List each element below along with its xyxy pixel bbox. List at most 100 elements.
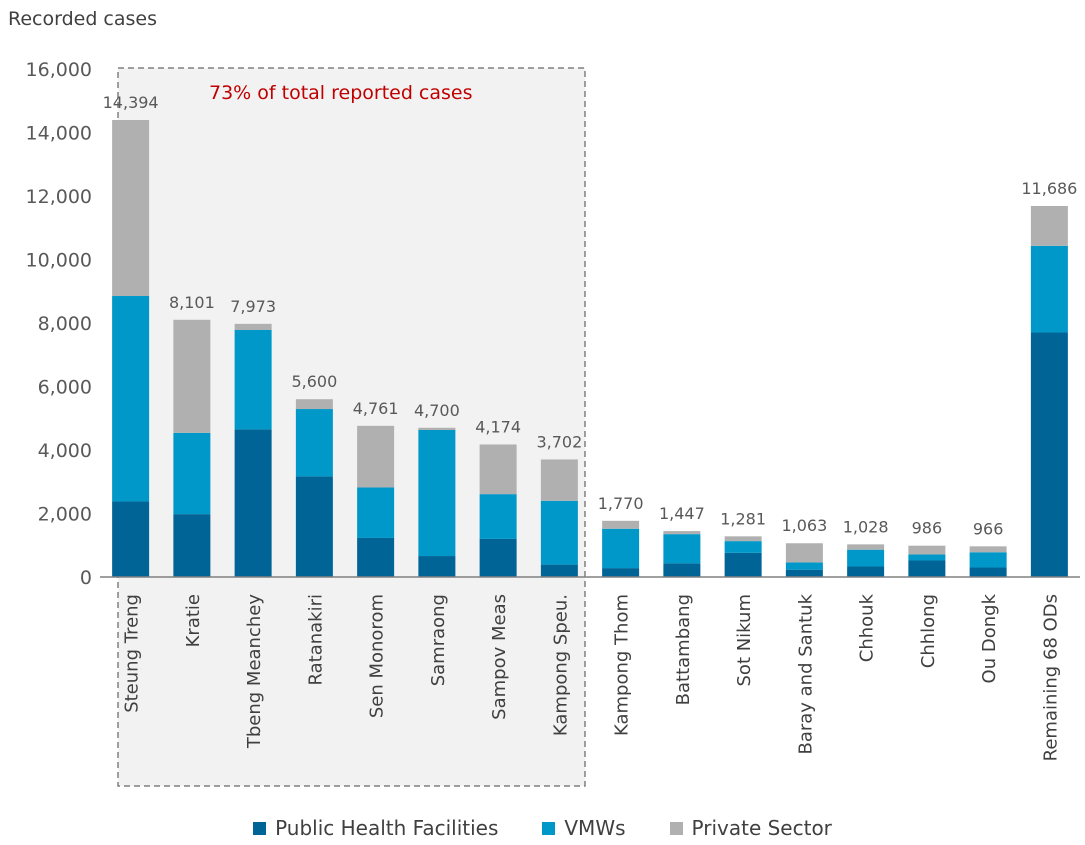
bar-private-sector-sampov-meas: [479, 444, 517, 495]
legend-label-vmws: VMWs: [564, 816, 626, 840]
x-tick-label-sen-monorom: Sen Monorom: [367, 594, 388, 718]
x-tick-label-sot-nikum: Sot Nikum: [734, 594, 755, 687]
bar-public-health-facilities-ratanakiri: [295, 476, 333, 577]
legend-label-public-health: Public Health Facilities: [275, 816, 499, 840]
total-label-tbeng-meanchey: 7,973: [230, 297, 276, 316]
x-tick-labels: Steung Treng Kratie Tbeng Meanchey Ratanaki…: [122, 593, 1062, 761]
bar-private-sector-sen-monorom: [357, 425, 395, 488]
annotation-text: 73% of total reported cases: [209, 82, 473, 104]
x-tick-label-baray-and-santuk: Baray and Santuk: [795, 593, 816, 754]
bar-vmws-tbeng-meanchey: [234, 329, 272, 430]
bar-public-health-facilities-chhlong: [908, 560, 946, 577]
bar-vmws-sen-monorom: [357, 487, 395, 538]
bar-public-health-facilities-sot-nikum: [724, 552, 762, 577]
bar-private-sector-battambang: [663, 531, 701, 535]
legend-swatch-vmws: [542, 821, 556, 835]
total-label-chhouk: 1,028: [843, 517, 889, 536]
x-tick-label-chhouk: Chhouk: [857, 593, 878, 662]
total-label-kampong-speu: 3,702: [536, 432, 582, 451]
y-axis: 0 2,000 4,000 6,000 8,000 10,000 12,000 14,000 1…: [26, 59, 92, 589]
y-tick-label: 10,000: [26, 250, 92, 272]
bar-private-sector-baray-and-santuk: [785, 543, 823, 563]
x-tick-label-steung-treng: Steung Treng: [122, 594, 143, 713]
total-label-baray-and-santuk: 1,063: [781, 516, 827, 535]
bar-private-sector-chhouk: [847, 544, 885, 550]
bar-private-sector-remaining-68-ods: [1030, 205, 1068, 246]
x-tick-label-kratie: Kratie: [183, 594, 204, 647]
bar-public-health-facilities-kampong-speu: [540, 564, 578, 577]
total-label-sampov-meas: 4,174: [475, 417, 521, 436]
chart-canvas: 0 2,000 4,000 6,000 8,000 10,000 12,000 14,000 1…: [26, 59, 1080, 787]
total-label-ou-dongk: 966: [973, 519, 1004, 538]
bar-public-health-facilities-battambang: [663, 563, 701, 577]
legend-item-public-health: Public Health Facilities: [253, 816, 498, 840]
bar-private-sector-kampong-speu: [540, 459, 578, 501]
legend-item-private-sector: Private Sector: [669, 816, 832, 840]
bar-private-sector-chhlong: [908, 545, 946, 555]
bar-public-health-facilities-kampong-thom: [602, 568, 640, 577]
legend-item-vmws: VMWs: [542, 816, 626, 840]
bar-public-health-facilities-chhouk: [847, 566, 885, 577]
legend-swatch-private-sector: [669, 821, 683, 835]
bar-private-sector-sot-nikum: [724, 536, 762, 542]
bar-vmws-baray-and-santuk: [785, 562, 823, 570]
bar-private-sector-kampong-thom: [602, 520, 640, 529]
total-label-remaining-68-ods: 11,686: [1021, 179, 1077, 198]
legend: Public Health Facilities VMWs Private Se…: [0, 816, 1085, 840]
x-tick-label-ratanakiri: Ratanakiri: [305, 594, 326, 686]
bar-private-sector-ratanakiri: [295, 399, 333, 410]
bar-public-health-facilities-kratie: [173, 514, 211, 577]
y-tick-label: 14,000: [26, 123, 92, 145]
total-label-samraong: 4,700: [414, 401, 460, 420]
bar-private-sector-kratie: [173, 319, 211, 433]
bar-vmws-chhlong: [908, 554, 946, 561]
bar-private-sector-samraong: [418, 427, 456, 430]
x-tick-label-ou-dongk: Ou Dongk: [979, 593, 1000, 683]
bar-public-health-facilities-baray-and-santuk: [785, 569, 823, 577]
total-label-battambang: 1,447: [659, 504, 705, 523]
legend-label-private-sector: Private Sector: [691, 816, 832, 840]
x-tick-label-samraong: Samraong: [428, 594, 449, 686]
x-tick-label-kampong-speu: Kampong Speu.: [550, 594, 571, 736]
y-tick-label: 4,000: [38, 440, 92, 462]
bar-private-sector-steung-treng: [112, 119, 150, 297]
y-tick-label: 6,000: [38, 377, 92, 399]
y-tick-label: 2,000: [38, 504, 92, 526]
bar-vmws-sampov-meas: [479, 494, 517, 539]
x-tick-label-tbeng-meanchey: Tbeng Meanchey: [244, 594, 265, 749]
total-label-steung-treng: 14,394: [103, 93, 159, 112]
bar-public-health-facilities-sampov-meas: [479, 538, 517, 577]
total-label-sen-monorom: 4,761: [353, 399, 399, 418]
bar-vmws-kampong-speu: [540, 500, 578, 565]
bar-vmws-steung-treng: [112, 296, 150, 502]
bar-public-health-facilities-ou-dongk: [969, 567, 1007, 577]
bar-vmws-samraong: [418, 429, 456, 557]
y-tick-label: 0: [80, 567, 92, 589]
bar-vmws-kratie: [173, 432, 211, 515]
y-axis-title: Recorded cases: [8, 8, 158, 30]
total-labels: 14,394 8,101 7,973 5,600 4,761 4,700 4,174 3,70…: [103, 93, 1078, 538]
bar-private-sector-ou-dongk: [969, 546, 1007, 553]
total-label-kampong-thom: 1,770: [598, 494, 644, 513]
bar-vmws-battambang: [663, 534, 701, 564]
bar-vmws-ou-dongk: [969, 552, 1007, 568]
bar-vmws-ratanakiri: [295, 409, 333, 477]
legend-swatch-public-health: [253, 821, 267, 835]
bar-public-health-facilities-remaining-68-ods: [1030, 332, 1068, 577]
bar-public-health-facilities-steung-treng: [112, 501, 150, 577]
x-tick-label-remaining-68-ods: Remaining 68 ODs: [1040, 594, 1061, 761]
bar-public-health-facilities-tbeng-meanchey: [234, 429, 272, 577]
bar-vmws-sot-nikum: [724, 541, 762, 553]
x-tick-label-kampong-thom: Kampong Thom: [612, 594, 633, 736]
bar-private-sector-tbeng-meanchey: [234, 323, 272, 330]
bar-public-health-facilities-samraong: [418, 556, 456, 577]
total-label-chhlong: 986: [912, 519, 943, 538]
total-label-sot-nikum: 1,281: [720, 509, 766, 528]
bars-group: [112, 119, 1068, 577]
total-label-ratanakiri: 5,600: [291, 372, 337, 391]
bar-vmws-chhouk: [847, 549, 885, 567]
y-tick-label: 12,000: [26, 186, 92, 208]
x-tick-label-sampov-meas: Sampov Meas: [489, 594, 510, 720]
y-tick-label: 16,000: [26, 59, 92, 81]
bar-public-health-facilities-sen-monorom: [357, 537, 395, 577]
